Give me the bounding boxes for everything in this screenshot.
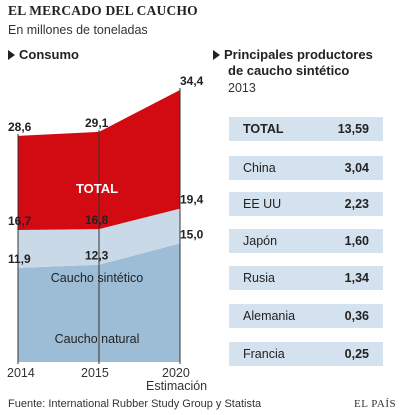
row-value: 1,34 [344, 271, 369, 285]
x-tick-2014: 2014 [7, 366, 35, 380]
productores-year: 2013 [228, 81, 256, 95]
table-row-alemania: Alemania 0,36 [229, 304, 383, 328]
consumo-heading-label: Consumo [19, 47, 79, 62]
table-row-rusia: Rusia 1,34 [229, 266, 383, 290]
publisher-logo: EL PAÍS [354, 398, 397, 410]
row-name: Francia [243, 347, 285, 361]
row-name: TOTAL [243, 122, 284, 136]
data-label-caucho-sintético: 19,4 [180, 193, 204, 207]
triangle-bullet-icon [213, 50, 220, 60]
row-name: EE UU [243, 197, 282, 211]
x-tick-estimacion: Estimación [146, 379, 208, 393]
row-value: 0,25 [344, 347, 369, 361]
productores-heading-line2: de caucho sintético [228, 63, 350, 78]
data-label-total: 28,6 [8, 120, 32, 134]
consumo-heading: Consumo [8, 47, 79, 63]
triangle-bullet-icon [8, 50, 15, 60]
x-tick-2020: 2020 [162, 366, 190, 380]
table-row-total: TOTAL 13,59 [229, 117, 383, 141]
data-label-caucho-sintético: 16,8 [85, 213, 109, 227]
data-label-caucho-sintético: 16,7 [8, 214, 32, 228]
row-name: Rusia [243, 271, 275, 285]
data-label-caucho-natural: 15,0 [180, 227, 204, 241]
row-value: 3,04 [344, 161, 369, 175]
table-row-ee-uu: EE UU 2,23 [229, 192, 383, 216]
chart-title: EL MERCADO DEL CAUCHO [8, 3, 198, 18]
row-value: 1,60 [344, 234, 369, 248]
series-name-caucho-sintético: Caucho sintético [51, 271, 143, 285]
x-tick-2015: 2015 [81, 366, 109, 380]
data-label-caucho-natural: 11,9 [8, 252, 31, 266]
data-label-total: 29,1 [85, 116, 109, 130]
data-label-caucho-natural: 12,3 [85, 249, 109, 263]
series-name-caucho-natural: Caucho natural [55, 332, 140, 346]
table-row-francia: Francia 0,25 [229, 342, 383, 366]
row-value: 13,59 [337, 122, 369, 136]
row-value: 0,36 [344, 309, 369, 323]
table-row-japon: Japón 1,60 [229, 229, 383, 253]
row-value: 2,23 [344, 197, 369, 211]
row-name: Alemania [243, 309, 296, 323]
productores-heading: Principales productores de caucho sintét… [213, 47, 373, 79]
table-row-china: China 3,04 [229, 156, 383, 180]
row-name: China [243, 161, 276, 175]
productores-heading-line1: Principales productores [224, 47, 373, 62]
chart-subtitle: En millones de toneladas [8, 23, 148, 37]
row-name: Japón [243, 234, 278, 248]
source-note: Fuente: International Rubber Study Group… [8, 398, 262, 410]
data-label-total: 34,4 [180, 74, 204, 88]
series-name-total: TOTAL [76, 181, 118, 196]
